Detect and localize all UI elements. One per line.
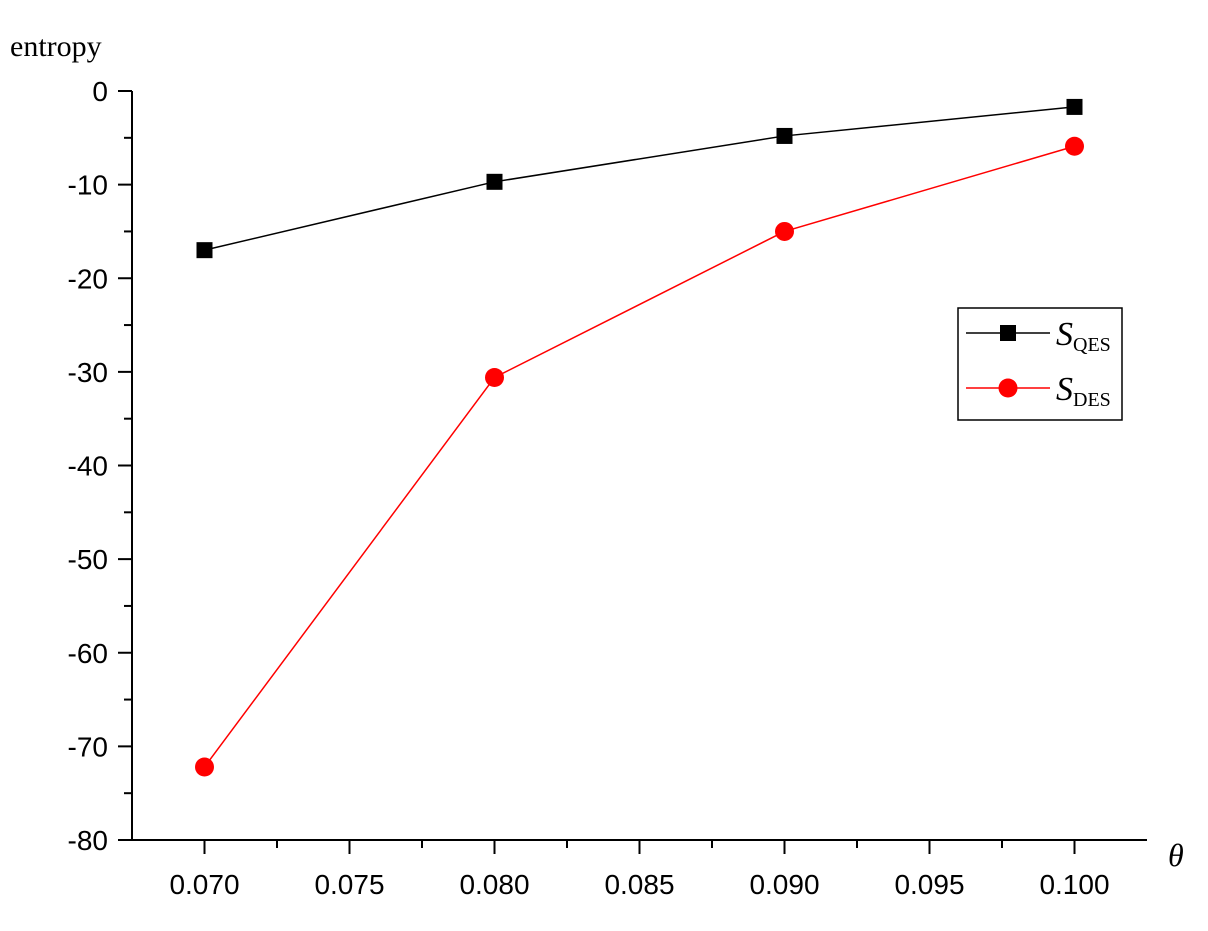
marker — [195, 757, 214, 777]
marker — [486, 173, 503, 190]
marker — [1065, 136, 1084, 156]
x-tick-label: 0.090 — [749, 869, 819, 900]
series-line — [204, 106, 1075, 251]
marker — [998, 378, 1018, 398]
x-tick-label: 0.095 — [894, 869, 964, 900]
y-tick-label: -20 — [68, 263, 108, 294]
y-tick-label: 0 — [92, 76, 108, 107]
marker — [1000, 325, 1016, 341]
x-axis-label: θ — [1168, 837, 1184, 873]
y-tick-label: -50 — [68, 544, 108, 575]
legend-name: S — [1056, 316, 1073, 353]
y-tick-label: -60 — [68, 638, 108, 669]
marker — [776, 127, 793, 144]
y-tick-label: -70 — [68, 731, 108, 762]
y-axis-label: entropy — [10, 30, 102, 63]
y-tick-label: -30 — [68, 357, 108, 388]
x-tick-label: 0.070 — [169, 869, 239, 900]
legend-name: S — [1056, 371, 1073, 408]
marker — [485, 367, 504, 387]
legend-subscript: QES — [1073, 334, 1111, 356]
legend-label: SDES — [1056, 371, 1111, 411]
x-tick-label: 0.100 — [1039, 869, 1109, 900]
marker — [1066, 98, 1083, 115]
x-tick-label: 0.075 — [314, 869, 384, 900]
y-tick-label: -80 — [68, 825, 108, 856]
legend-box — [957, 307, 1123, 421]
x-tick-label: 0.080 — [459, 869, 529, 900]
x-tick-label: 0.085 — [604, 869, 674, 900]
legend-subscript: DES — [1073, 389, 1111, 411]
y-tick-label: -10 — [68, 170, 108, 201]
marker — [196, 242, 213, 259]
marker — [775, 221, 794, 241]
series-line — [203, 145, 1075, 768]
y-tick-label: -40 — [68, 451, 108, 482]
legend-label: SQES — [1056, 316, 1111, 356]
